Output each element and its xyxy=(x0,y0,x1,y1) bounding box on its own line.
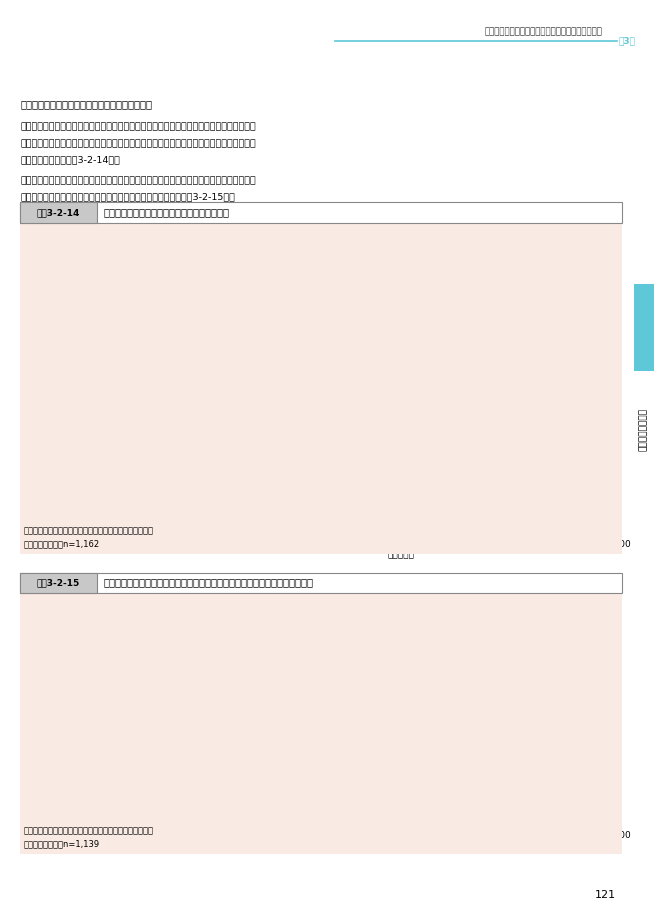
Text: 40: 40 xyxy=(203,440,215,449)
X-axis label: （回答数）: （回答数） xyxy=(387,551,414,560)
Bar xyxy=(183,790,207,810)
Bar xyxy=(183,746,264,765)
Text: 注：複数回答，n=1,162: 注：複数回答，n=1,162 xyxy=(23,540,100,549)
Text: の発生等，周辺住民に害悪を与えるだけでなく，景観の悪化や地域のイメージの低下が生じ: の発生等，周辺住民に害悪を与えるだけでなく，景観の悪化や地域のイメージの低下が生… xyxy=(20,139,256,148)
X-axis label: （回答数）: （回答数） xyxy=(387,841,414,850)
Text: 資料：国土交通省「空き地等に関する自治体アンケート」: 資料：国土交通省「空き地等に関する自治体アンケート」 xyxy=(23,526,153,535)
Text: 118: 118 xyxy=(237,376,254,385)
Text: 116: 116 xyxy=(237,392,254,401)
Text: 499: 499 xyxy=(404,297,420,306)
Bar xyxy=(183,612,564,632)
Text: 注：複数回答，n=1,139: 注：複数回答，n=1,139 xyxy=(23,839,100,848)
Text: 186: 186 xyxy=(267,750,284,759)
Text: 205: 205 xyxy=(276,360,292,369)
Text: 地域・地区内に空き地等が複数存在することによる、地域・地区全体への影響: 地域・地区内に空き地等が複数存在することによる、地域・地区全体への影響 xyxy=(104,578,314,587)
Text: （管理水準が低下した空き地等がもたらす問題）: （管理水準が低下した空き地等がもたらす問題） xyxy=(20,99,152,109)
Bar xyxy=(183,503,209,512)
Text: 62: 62 xyxy=(213,518,224,528)
Text: 663: 663 xyxy=(475,265,492,274)
Text: 資料：国土交通省「空き地等に関する自治体アンケート」: 資料：国土交通省「空き地等に関する自治体アンケート」 xyxy=(23,826,153,835)
Text: の低下や地域の活力の低下につながると考える自治体が多い（図表3-2-15）。: の低下や地域の活力の低下につながると考える自治体が多い（図表3-2-15）。 xyxy=(20,192,235,202)
Text: 602: 602 xyxy=(449,281,465,290)
Bar xyxy=(183,376,234,386)
Text: 第3章: 第3章 xyxy=(619,37,636,46)
Text: 管理水準が低下した空き地が周囲に及ぼす現象: 管理水準が低下した空き地が周囲に及ぼす現象 xyxy=(104,208,229,217)
Text: 空き地の管理水準が低下すると，雑草等が繁茂していくが，その場合ごみ等の投棄や害虫: 空き地の管理水準が低下すると，雑草等が繁茂していくが，その場合ごみ等の投棄や害虫 xyxy=(20,123,256,132)
Bar xyxy=(183,344,278,354)
Bar xyxy=(183,265,472,274)
Text: 361: 361 xyxy=(344,706,361,715)
Bar xyxy=(183,487,186,496)
Text: 図表3-2-15: 図表3-2-15 xyxy=(37,578,80,587)
Text: 225: 225 xyxy=(284,329,301,337)
Text: 745: 745 xyxy=(511,249,528,258)
Text: また，管理水準の程度にかかわらず，地域内で空き地等が複数存在すれば，地域イメージ: また，管理水準の程度にかかわらず，地域内で空き地等が複数存在すれば，地域イメージ xyxy=(20,176,256,185)
Text: 61: 61 xyxy=(213,503,223,512)
Text: 924: 924 xyxy=(589,234,605,243)
Bar xyxy=(183,297,400,306)
Text: 図表3-2-14: 図表3-2-14 xyxy=(37,208,80,217)
Text: 空き地等の創造的活用による地域価値の維持・向上: 空き地等の創造的活用による地域価値の維持・向上 xyxy=(484,27,602,37)
Text: 34: 34 xyxy=(201,455,212,464)
Bar xyxy=(183,440,200,449)
Bar xyxy=(183,328,281,338)
Bar xyxy=(183,408,217,417)
Text: 57: 57 xyxy=(211,795,223,804)
Text: ると考えられる（図表3-2-14）。: ると考えられる（図表3-2-14）。 xyxy=(20,156,120,165)
Text: 80: 80 xyxy=(221,408,232,417)
Text: 土地に関する動向: 土地に関する動向 xyxy=(639,408,648,451)
Bar xyxy=(183,471,189,481)
Bar xyxy=(183,392,233,401)
Text: 56: 56 xyxy=(211,424,221,432)
Bar xyxy=(183,657,421,676)
Text: 7: 7 xyxy=(189,487,195,496)
Text: 548: 548 xyxy=(425,662,442,671)
Bar xyxy=(183,701,340,721)
Text: 15: 15 xyxy=(193,471,203,480)
Text: 121: 121 xyxy=(594,889,615,900)
Bar xyxy=(183,360,272,369)
Text: 218: 218 xyxy=(281,344,298,354)
Bar xyxy=(183,312,288,322)
Bar xyxy=(183,423,207,433)
Bar xyxy=(183,233,585,243)
Bar xyxy=(183,280,446,290)
Bar xyxy=(183,249,508,258)
Bar xyxy=(183,455,197,464)
Bar xyxy=(183,518,209,529)
Text: 243: 243 xyxy=(292,312,308,322)
Text: 874: 874 xyxy=(567,617,585,627)
